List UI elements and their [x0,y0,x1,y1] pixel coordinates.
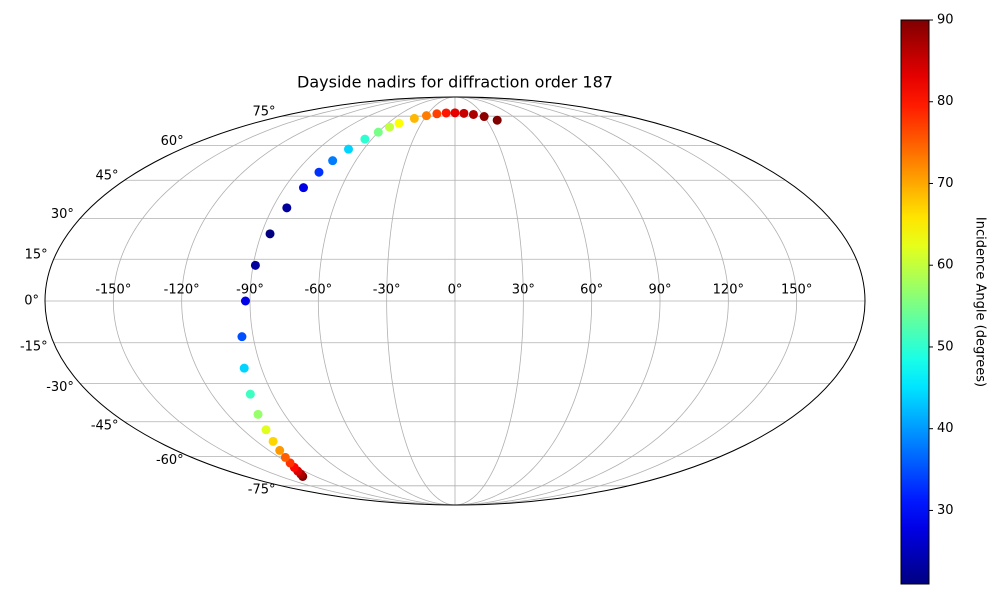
x-tick-label: -120° [164,283,200,298]
point [268,436,278,446]
y-tick-label: 30° [51,207,74,222]
point [421,111,431,121]
colorbar-tick-label: 90 [937,13,954,28]
colorbar-tick-label: 70 [937,176,954,191]
colorbar-tick-label: 80 [937,94,954,109]
point [245,389,255,399]
point [240,296,250,306]
point [409,113,419,123]
y-tick-label: -15° [20,339,48,354]
point [298,183,308,193]
x-tick-label: 0° [448,283,463,298]
y-tick-label: -30° [46,380,74,395]
x-tick-label: -60° [304,283,332,298]
colorbar-tick-label: 30 [937,503,954,518]
colorbar [900,19,930,585]
x-tick-label: -90° [236,283,264,298]
y-tick-label: 45° [96,169,119,184]
point [459,108,469,118]
point [328,156,338,166]
point [360,134,370,144]
x-tick-label: 120° [713,283,744,298]
point [432,109,442,119]
colorbar-tick-label: 40 [937,421,954,436]
x-tick-label: -30° [373,283,401,298]
point [385,122,395,132]
point [282,203,292,213]
point [265,229,275,239]
point [394,118,404,128]
point [344,144,354,154]
x-tick-label: -150° [95,283,131,298]
point [441,108,451,118]
point [479,112,489,122]
x-tick-label: 150° [781,283,812,298]
point [373,127,383,137]
colorbar-label: Incidence Angle (degrees) [973,217,988,387]
y-tick-label: -60° [156,453,184,468]
y-tick-label: 60° [161,134,184,149]
y-tick-label: 0° [24,294,39,309]
point [450,108,460,118]
point [468,109,478,119]
point [253,409,263,419]
point [275,445,285,455]
chart-title: Dayside nadirs for diffraction order 187 [297,73,613,92]
colorbar-tick-label: 50 [937,339,954,354]
point [237,332,247,342]
x-tick-label: 30° [512,283,535,298]
y-tick-label: 75° [252,105,275,120]
y-tick-label: -75° [248,482,276,497]
point [250,260,260,270]
map-boundary [44,96,866,506]
point [280,452,290,462]
colorbar-tick-label: 60 [937,258,954,273]
x-tick-label: 60° [580,283,603,298]
x-tick-label: 90° [648,283,671,298]
point [492,115,502,125]
point [261,425,271,435]
y-tick-label: 15° [25,248,48,263]
y-tick-label: -45° [91,418,119,433]
point [239,363,249,373]
point [314,167,324,177]
